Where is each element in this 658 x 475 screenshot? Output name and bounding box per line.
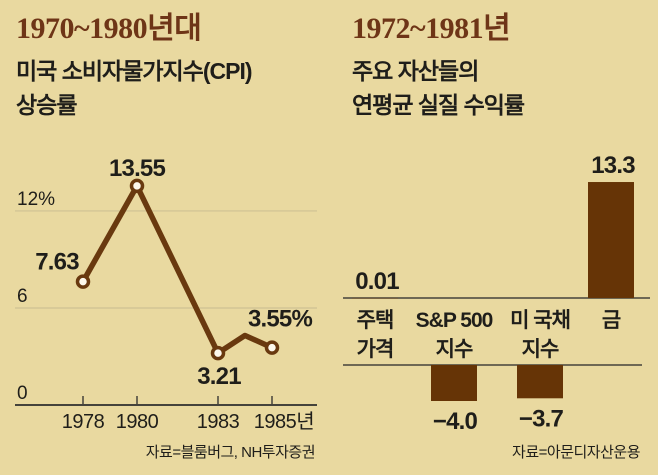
- category-label: 가격: [357, 338, 394, 361]
- x-axis-label: 1983: [197, 411, 240, 433]
- category-label: S&P 500: [416, 309, 493, 332]
- point-value-label: 13.55: [109, 155, 166, 182]
- left-subtitle: 미국 소비자물가지수(CPI) 상승률: [16, 54, 252, 122]
- category-label: 미 국채: [510, 309, 570, 332]
- data-point-marker: [264, 340, 280, 355]
- point-value-label: 3.55%: [248, 306, 313, 333]
- x-axis-label: 1980: [116, 411, 159, 433]
- left-headline: 1970~1980년대: [16, 12, 202, 45]
- y-axis-label: 6: [17, 286, 28, 307]
- x-axis-label: 1985년: [254, 410, 314, 433]
- y-axis-label: 0: [17, 383, 28, 404]
- bar-value-label: −3.7: [519, 405, 564, 432]
- bar-value-label: 13.3: [591, 152, 635, 179]
- right-subtitle-line1: 주요 자산들의: [352, 58, 479, 84]
- bar-value-label: 0.01: [355, 268, 399, 295]
- category-label: 지수: [436, 338, 473, 361]
- category-label: 지수: [522, 338, 559, 361]
- data-point-marker: [210, 345, 226, 361]
- bar: [517, 365, 563, 399]
- right-source: 자료=아문디자산운용: [512, 444, 640, 461]
- category-label: 금: [602, 309, 621, 332]
- right-subtitle: 주요 자산들의 연평균 실질 수익률: [352, 54, 525, 122]
- data-point-marker: [129, 178, 145, 194]
- bar-value-label: −4.0: [433, 408, 478, 435]
- right-subtitle-line2: 연평균 실질 수익률: [352, 92, 525, 118]
- left-source: 자료=블룸버그, NH투자증권: [145, 444, 316, 461]
- data-point-marker: [75, 274, 91, 289]
- point-value-label: 7.63: [35, 249, 79, 276]
- y-axis-label: 12%: [17, 189, 55, 210]
- right-headline: 1972~1981년: [352, 12, 511, 45]
- bar: [588, 182, 634, 298]
- left-subtitle-line1: 미국 소비자물가지수(CPI): [16, 58, 252, 84]
- category-label: 주택: [357, 309, 394, 332]
- point-value-label: 3.21: [197, 363, 241, 390]
- x-axis-label: 1978: [62, 411, 105, 433]
- bar: [431, 365, 477, 401]
- left-subtitle-line2: 상승률: [16, 92, 77, 118]
